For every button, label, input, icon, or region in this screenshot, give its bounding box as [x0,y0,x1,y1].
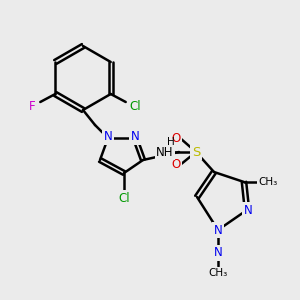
Text: CH₃: CH₃ [258,177,278,187]
Text: S: S [192,146,200,158]
Text: CH₃: CH₃ [208,268,228,278]
Text: O: O [171,158,181,172]
Text: N: N [214,224,222,236]
Text: NH: NH [156,146,174,158]
Text: N: N [130,130,140,143]
Text: Cl: Cl [129,100,140,112]
Text: F: F [29,100,36,112]
Text: N: N [103,130,112,143]
Text: N: N [214,247,222,260]
Text: Cl: Cl [118,191,130,205]
Text: H: H [167,137,175,147]
Text: N: N [244,203,252,217]
Text: O: O [171,131,181,145]
